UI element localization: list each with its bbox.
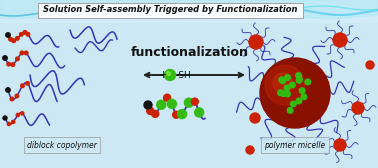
Text: diblock copolymer: diblock copolymer <box>27 140 97 150</box>
Circle shape <box>279 77 285 82</box>
Circle shape <box>167 99 177 108</box>
Text: +: + <box>158 70 168 80</box>
Circle shape <box>16 113 19 117</box>
Circle shape <box>296 73 301 78</box>
Circle shape <box>191 98 198 105</box>
Circle shape <box>249 35 263 49</box>
Circle shape <box>10 97 14 101</box>
Circle shape <box>21 112 24 115</box>
Circle shape <box>280 78 285 84</box>
Circle shape <box>26 32 30 36</box>
Circle shape <box>26 81 29 85</box>
Circle shape <box>152 110 159 117</box>
Circle shape <box>19 33 23 36</box>
Circle shape <box>164 70 175 80</box>
Circle shape <box>173 111 180 118</box>
Circle shape <box>280 91 286 96</box>
Circle shape <box>296 76 302 82</box>
Circle shape <box>250 113 260 123</box>
Circle shape <box>178 110 187 119</box>
Circle shape <box>301 94 307 100</box>
Circle shape <box>157 100 166 109</box>
Circle shape <box>287 108 293 113</box>
Circle shape <box>278 90 283 96</box>
Circle shape <box>291 101 296 107</box>
Circle shape <box>3 56 7 60</box>
Circle shape <box>24 51 28 55</box>
Circle shape <box>15 94 19 98</box>
Circle shape <box>11 63 15 66</box>
Circle shape <box>284 85 290 91</box>
Circle shape <box>6 33 10 37</box>
Circle shape <box>299 88 305 94</box>
Circle shape <box>366 61 374 69</box>
Circle shape <box>334 139 346 151</box>
Circle shape <box>273 73 293 93</box>
Circle shape <box>246 146 254 154</box>
Circle shape <box>15 37 19 40</box>
Circle shape <box>144 101 152 109</box>
Circle shape <box>296 77 302 83</box>
Circle shape <box>164 94 170 101</box>
Text: -SH: -SH <box>176 71 192 79</box>
Circle shape <box>7 122 11 125</box>
Circle shape <box>296 98 302 104</box>
Circle shape <box>184 98 194 107</box>
Circle shape <box>21 84 24 88</box>
Circle shape <box>12 120 15 123</box>
Circle shape <box>166 72 170 75</box>
Circle shape <box>333 33 347 47</box>
Text: Solution Self-assembly Triggered by Functionalization: Solution Self-assembly Triggered by Func… <box>43 6 297 14</box>
Circle shape <box>3 116 7 120</box>
Circle shape <box>6 88 10 92</box>
Text: polymer micelle: polymer micelle <box>264 140 325 150</box>
Circle shape <box>195 108 204 117</box>
Text: functionalization: functionalization <box>131 46 249 58</box>
FancyBboxPatch shape <box>37 3 302 17</box>
Circle shape <box>147 107 154 114</box>
Circle shape <box>285 75 290 80</box>
Circle shape <box>290 82 295 88</box>
Circle shape <box>6 33 10 37</box>
Circle shape <box>352 102 364 114</box>
Bar <box>0 0 378 22</box>
Circle shape <box>20 51 24 55</box>
Circle shape <box>15 57 19 61</box>
Circle shape <box>305 79 311 85</box>
Circle shape <box>265 65 305 105</box>
Circle shape <box>3 116 6 120</box>
Circle shape <box>260 58 330 128</box>
Circle shape <box>3 56 7 60</box>
Circle shape <box>6 88 10 92</box>
Circle shape <box>12 39 15 43</box>
Circle shape <box>23 31 27 34</box>
Circle shape <box>9 37 12 41</box>
Circle shape <box>7 62 11 66</box>
Circle shape <box>285 91 290 97</box>
